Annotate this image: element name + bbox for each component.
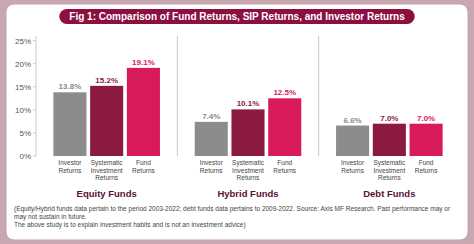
bar [127,68,160,156]
bar [90,86,123,156]
y-tick-label: 25% [15,37,31,46]
data-label: 7.4% [202,112,220,121]
title: Fig 1: Comparison of Fund Returns, SIP R… [69,11,405,22]
data-label: 12.5% [273,88,296,97]
bar-sub-label: FundReturns [132,159,156,174]
footnote: (Equity/Hybrid funds data pertain to the… [14,205,451,221]
data-label: 7.0% [417,114,435,123]
card [6,4,468,240]
footnote: The above study is to explain investment… [14,221,246,229]
bar-sub-label: FundReturns [415,159,439,174]
group-label: Hybrid Funds [217,188,278,199]
title-background [59,9,414,24]
bars [53,68,442,156]
y-tick [33,132,36,133]
data-label: 19.1% [132,58,155,67]
y-tick-label: 10% [15,106,31,115]
data-label: 7.0% [380,114,398,123]
bar [373,124,406,156]
group-label: Equity Funds [77,188,137,199]
bar-sub-label: SystematicInvestmentReturns [91,159,124,181]
y-tick-label: 20% [15,60,31,69]
bar-sub-label: SystematicInvestmentReturns [232,159,265,181]
y-tick-label: 0% [19,152,31,161]
bar [336,126,369,156]
data-label: 10.1% [237,99,260,108]
y-tick-label: 15% [15,83,31,92]
group-label: Debt Funds [363,188,415,199]
data-label: 15.2% [95,76,118,85]
bar [195,122,228,156]
group-separator [318,36,319,156]
bar [410,124,443,156]
y-axis-line [36,36,37,156]
bar-sub-label: SystematicInvestmentReturns [373,159,406,181]
y-tick [33,63,36,64]
y-tick [33,109,36,110]
bar-sub-label: FundReturns [273,159,297,174]
bar-sub-label: InvestorReturns [341,159,365,174]
y-tick [33,40,36,41]
bar-sub-label: InvestorReturns [200,159,224,174]
data-label: 13.8% [59,82,82,91]
group-separator [177,36,178,156]
y-tick-label: 5% [19,129,31,138]
y-tick [33,86,36,87]
y-tick [33,156,36,157]
data-label: 6.6% [343,116,361,125]
bar-sub-label: InvestorReturns [58,159,82,174]
bar [53,92,86,156]
bar [231,109,264,156]
chart: Fig 1: Comparison of Fund Returns, SIP R… [0,0,474,244]
bar [268,98,301,156]
